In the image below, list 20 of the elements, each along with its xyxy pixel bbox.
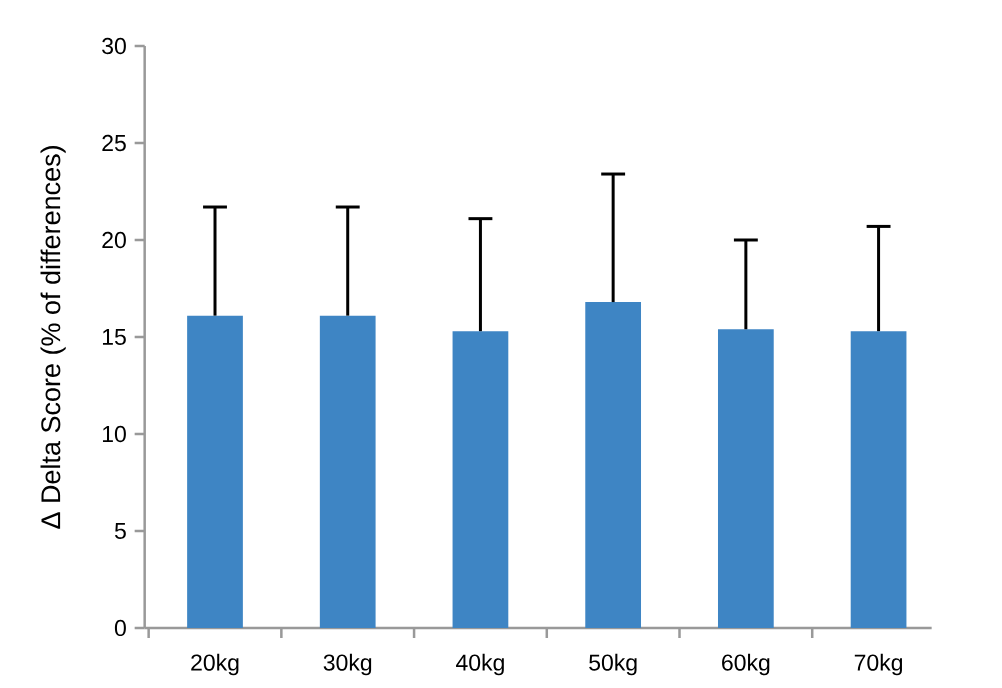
x-tick-label: 50kg (589, 653, 637, 676)
y-tick-label: 25 (102, 134, 126, 152)
y-tick-label: 15 (102, 328, 126, 346)
y-tick-label: 20 (102, 231, 126, 249)
bar (717, 329, 774, 628)
y-axis-title: Δ Delta Score (% of differences) (40, 146, 66, 529)
x-tick-label: 70kg (854, 653, 903, 676)
x-tick-label: 60kg (722, 653, 770, 676)
y-tick-label: 30 (102, 37, 126, 55)
x-tick-label: 30kg (323, 653, 372, 676)
bar (585, 302, 642, 628)
bar (187, 315, 243, 628)
bar (850, 331, 907, 628)
bar (319, 315, 376, 628)
x-tick-label: 20kg (191, 653, 239, 676)
x-tick-label: 40kg (456, 653, 504, 676)
y-tick-label: 0 (114, 619, 126, 637)
bar (452, 331, 509, 628)
y-tick-label: 5 (114, 522, 126, 539)
y-tick-label: 10 (102, 425, 126, 443)
